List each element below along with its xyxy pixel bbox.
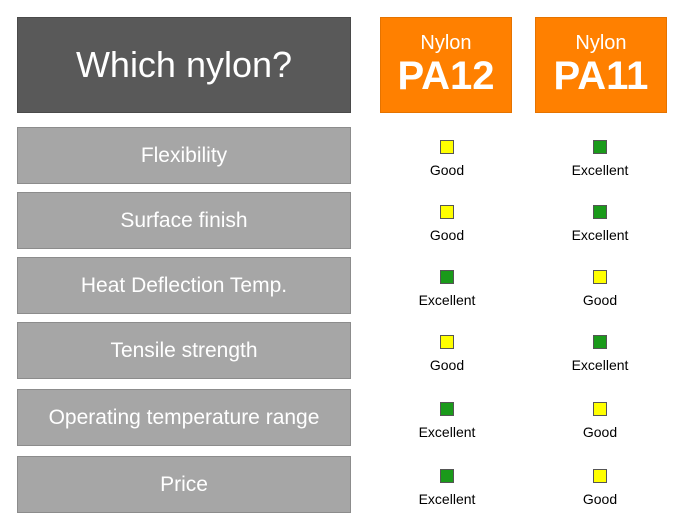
rating-cell: Good: [381, 140, 513, 190]
column-header-pa11: Nylon PA11: [535, 17, 667, 113]
rating-cell: Good: [381, 205, 513, 255]
column-header-name: PA12: [397, 54, 495, 98]
rating-text: Good: [582, 491, 618, 507]
rating-square-icon: [593, 205, 607, 219]
page-title: Which nylon?: [17, 17, 351, 113]
column-header-name: PA11: [553, 54, 649, 98]
rating-text: Good: [429, 227, 465, 243]
rating-cell: Excellent: [381, 469, 513, 519]
rating-cell: Good: [534, 270, 666, 320]
column-header-prefix: Nylon: [420, 32, 472, 54]
row-label-price: Price: [17, 456, 351, 513]
rating-text: Good: [429, 357, 465, 373]
rating-text: Good: [582, 424, 618, 440]
rating-cell: Excellent: [534, 205, 666, 255]
rating-square-icon: [440, 469, 454, 483]
rating-square-icon: [440, 270, 454, 284]
rating-cell: Good: [534, 402, 666, 452]
rating-square-icon: [440, 205, 454, 219]
rating-square-icon: [593, 140, 607, 154]
rating-text: Excellent: [418, 491, 476, 507]
rating-square-icon: [440, 140, 454, 154]
rating-cell: Good: [534, 469, 666, 519]
rating-text: Excellent: [418, 292, 476, 308]
rating-cell: Excellent: [381, 402, 513, 452]
rating-text: Excellent: [571, 357, 629, 373]
rating-square-icon: [593, 270, 607, 284]
rating-cell: Excellent: [381, 270, 513, 320]
rating-text: Good: [429, 162, 465, 178]
rating-square-icon: [593, 335, 607, 349]
rating-square-icon: [440, 335, 454, 349]
rating-text: Excellent: [571, 162, 629, 178]
row-label-surface-finish: Surface finish: [17, 192, 351, 249]
row-label-flexibility: Flexibility: [17, 127, 351, 184]
column-header-prefix: Nylon: [575, 32, 627, 54]
rating-cell: Excellent: [534, 335, 666, 385]
rating-text: Excellent: [418, 424, 476, 440]
rating-text: Good: [582, 292, 618, 308]
row-label-tensile-strength: Tensile strength: [17, 322, 351, 379]
column-header-pa12: Nylon PA12: [380, 17, 512, 113]
rating-square-icon: [593, 469, 607, 483]
row-label-operating-temp: Operating temperature range: [17, 389, 351, 446]
rating-square-icon: [440, 402, 454, 416]
row-label-heat-deflection: Heat Deflection Temp.: [17, 257, 351, 314]
rating-cell: Excellent: [534, 140, 666, 190]
rating-square-icon: [593, 402, 607, 416]
rating-cell: Good: [381, 335, 513, 385]
rating-text: Excellent: [571, 227, 629, 243]
